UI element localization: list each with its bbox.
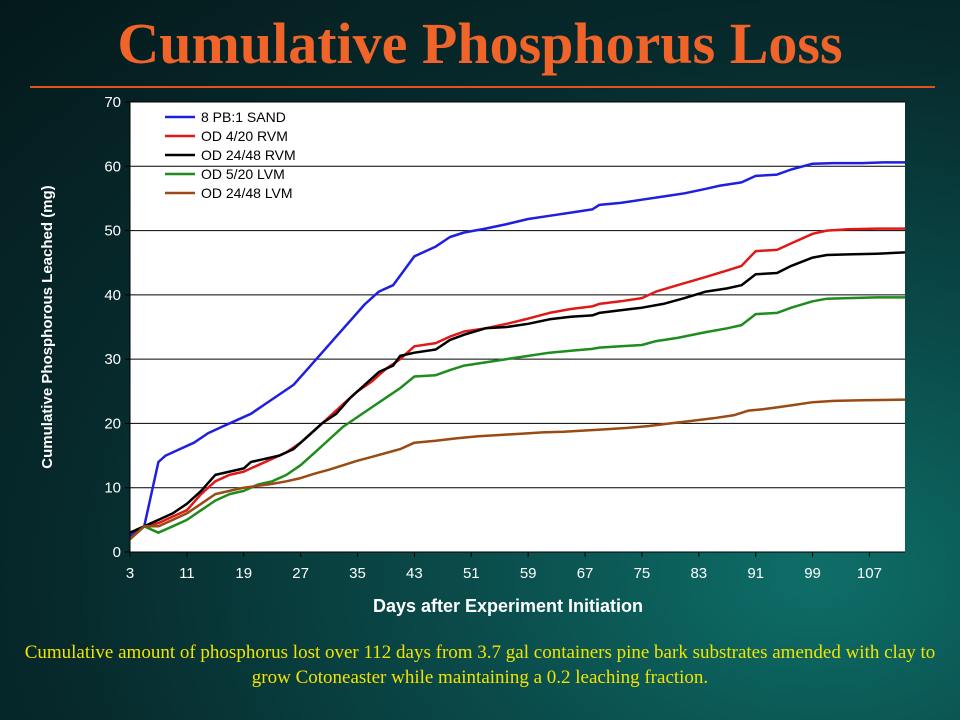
x-tick-label: 51 bbox=[463, 565, 480, 582]
y-tick-label: 20 bbox=[104, 415, 121, 432]
x-axis-tick-labels: 3 11 19 27 35 43 51 59 67 75 83 91 99 107 bbox=[126, 565, 882, 582]
series-line-od-24-48-rvm bbox=[129, 251, 906, 534]
plot-area bbox=[130, 102, 905, 552]
series-lines bbox=[129, 161, 906, 541]
x-tick-label: 83 bbox=[690, 565, 707, 582]
gridlines bbox=[125, 101, 905, 557]
title-divider bbox=[30, 86, 935, 88]
y-axis-label: Cumulative Phosphorous Leached (mg) bbox=[39, 185, 56, 468]
x-tick-label: 27 bbox=[292, 565, 309, 582]
series-line-od-4-20-rvm bbox=[129, 227, 905, 541]
y-tick-label: 60 bbox=[104, 158, 121, 175]
y-tick-label: 50 bbox=[104, 223, 121, 240]
x-tick-label: 3 bbox=[126, 565, 134, 582]
slide-caption: Cumulative amount of phosphorus lost ove… bbox=[24, 642, 936, 688]
legend-label: OD 24/48 LVM bbox=[201, 185, 293, 201]
x-tick-label: 59 bbox=[520, 565, 537, 582]
x-axis-label: Days after Experiment Initiation bbox=[373, 596, 643, 616]
series-line-8-pb-1-sand bbox=[129, 161, 905, 537]
x-tick-label: 99 bbox=[804, 565, 821, 582]
legend-label: 8 PB:1 SAND bbox=[201, 109, 286, 125]
x-tick-label: 43 bbox=[406, 565, 423, 582]
y-tick-label: 70 bbox=[104, 94, 121, 111]
x-tick-label: 91 bbox=[747, 565, 764, 582]
y-tick-label: 30 bbox=[104, 351, 121, 368]
y-tick-label: 40 bbox=[104, 287, 121, 304]
legend-label: OD 5/20 LVM bbox=[201, 166, 285, 182]
x-tick-label: 11 bbox=[179, 565, 195, 582]
x-tick-label: 35 bbox=[349, 565, 366, 582]
y-tick-label: 10 bbox=[104, 480, 121, 497]
line-chart: 0 10 20 30 40 50 60 70 3 11 19 27 35 43 51 59 67 75 83 91 9… bbox=[39, 94, 906, 616]
y-tick-label: 0 bbox=[113, 544, 121, 561]
x-tick-label: 75 bbox=[634, 565, 651, 582]
legend: 8 PB:1 SAND OD 4/20 RVM OD 24/48 RVM OD 5/2… bbox=[165, 109, 296, 201]
x-tick-label: 107 bbox=[857, 565, 882, 582]
x-tick-label: 19 bbox=[235, 565, 252, 582]
y-axis-tick-labels: 0 10 20 30 40 50 60 70 bbox=[104, 94, 121, 561]
legend-label: OD 4/20 RVM bbox=[201, 128, 288, 144]
series-line-od-24-48-lvm bbox=[129, 398, 906, 541]
x-tick-label: 67 bbox=[577, 565, 594, 582]
legend-label: OD 24/48 RVM bbox=[201, 147, 296, 163]
slide-title: Cumulative Phosphorus Loss bbox=[117, 11, 843, 76]
series-line-od-5-20-lvm bbox=[129, 296, 905, 541]
